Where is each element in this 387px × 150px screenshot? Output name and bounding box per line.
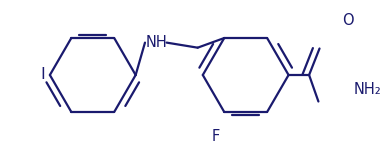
Text: NH₂: NH₂: [354, 82, 382, 97]
Text: O: O: [342, 13, 354, 28]
Text: NH: NH: [145, 35, 167, 50]
Text: F: F: [212, 129, 220, 144]
Text: I: I: [41, 68, 45, 82]
